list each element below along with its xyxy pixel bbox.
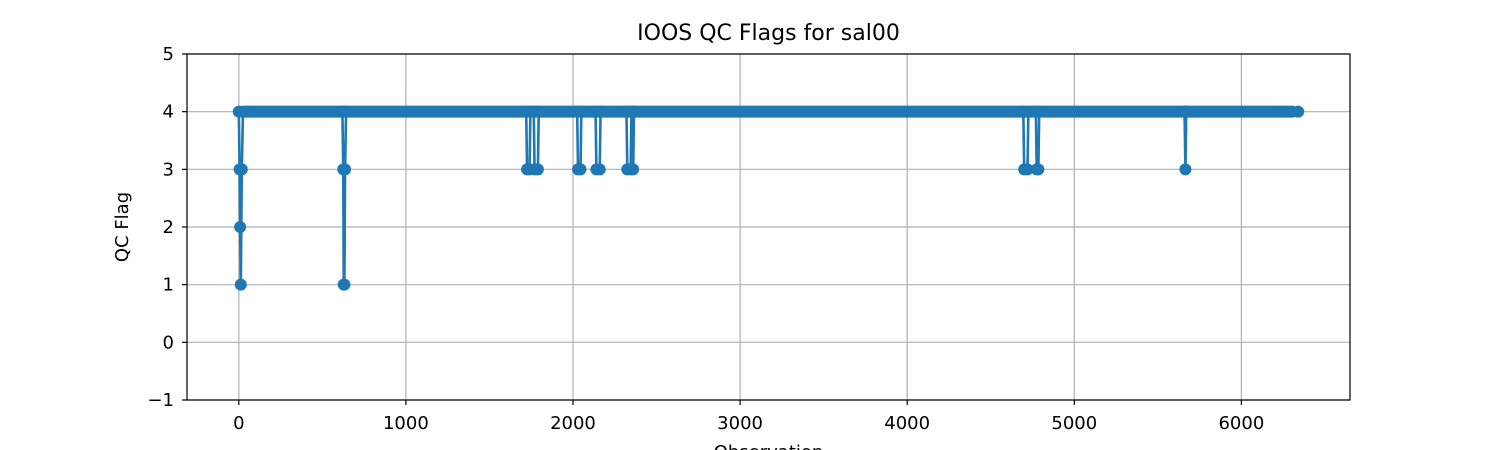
data-point <box>532 105 545 118</box>
y-tick-label: 4 <box>163 102 174 123</box>
x-tick-label: 4000 <box>884 413 930 434</box>
data-point <box>531 163 544 176</box>
data-point <box>234 278 247 291</box>
x-axis-label: Observation <box>714 442 824 450</box>
data-point <box>627 105 640 118</box>
y-tick-label: 5 <box>163 44 174 65</box>
data-point <box>236 105 249 118</box>
x-tick-label: 1000 <box>383 413 429 434</box>
y-tick-label: 1 <box>163 275 174 296</box>
x-tick-label: 2000 <box>550 413 596 434</box>
x-tick-label: 0 <box>233 413 244 434</box>
data-point <box>1033 105 1046 118</box>
chart-title: IOOS QC Flags for sal00 <box>637 21 900 46</box>
x-tick-label: 5000 <box>1051 413 1097 434</box>
x-tick-label: 6000 <box>1218 413 1264 434</box>
data-point <box>1021 163 1034 176</box>
data-point <box>340 105 353 118</box>
data-point <box>339 163 352 176</box>
y-tick-label: −1 <box>147 390 174 411</box>
data-point <box>1180 105 1193 118</box>
data-point <box>594 105 607 118</box>
data-point <box>1179 163 1192 176</box>
x-tick-label: 3000 <box>717 413 763 434</box>
data-point <box>235 163 248 176</box>
y-tick-label: 2 <box>163 217 174 238</box>
y-tick-label: 3 <box>163 159 174 180</box>
data-point <box>627 163 640 176</box>
axis-ticks: 0 1000 2000 3000 4000 5000 6000 −1 0 1 2 3 4 5 <box>147 44 1264 434</box>
data-point <box>234 221 247 233</box>
y-tick-label: 0 <box>163 332 174 353</box>
data-series <box>232 105 1305 291</box>
data-point <box>574 163 587 176</box>
baseline-markers <box>238 105 1299 118</box>
data-point <box>593 163 606 176</box>
data-point <box>1032 163 1045 176</box>
data-point <box>338 278 351 291</box>
y-axis-label: QC Flag <box>112 192 133 262</box>
data-point <box>1292 105 1305 118</box>
data-point <box>575 105 588 118</box>
